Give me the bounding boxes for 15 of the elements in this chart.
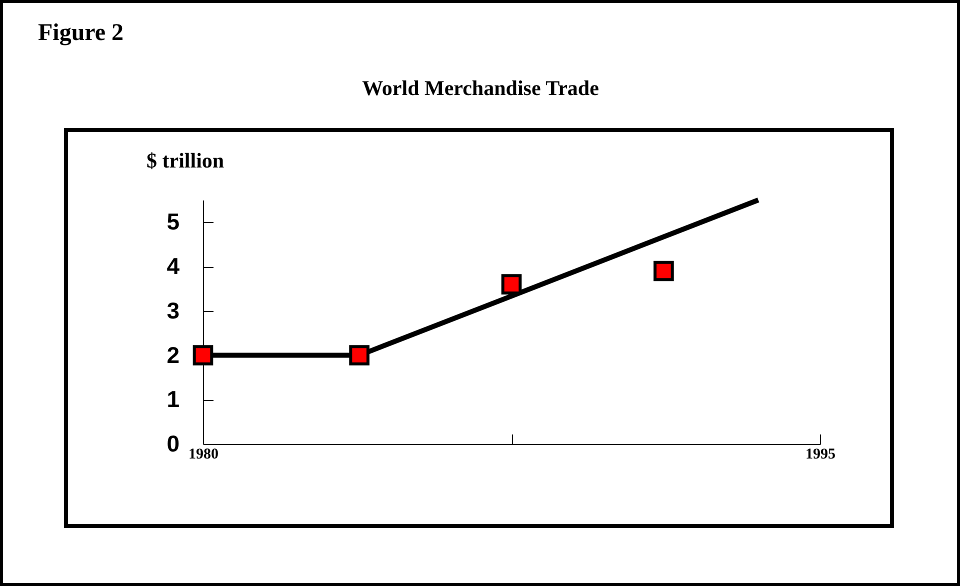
y-tick-label: 2 [166,342,180,368]
point [349,345,370,366]
x-tick-label: 1980 [188,446,218,462]
point [192,345,214,366]
point [501,274,522,294]
point [654,260,674,282]
y-tick-label: 4 [166,253,180,280]
y-axis-title: $ trillion [146,148,224,172]
x-tick-label: 1995 [806,446,836,462]
caption: Figure 2 [38,20,124,47]
chart-title: World Merchandise Trade [361,76,600,101]
y-tick-label: 1 [166,386,180,412]
y-tick-label: 3 [166,297,180,324]
y-tick-label: 0 [166,430,180,456]
y-tick-label: 5 [166,208,180,235]
